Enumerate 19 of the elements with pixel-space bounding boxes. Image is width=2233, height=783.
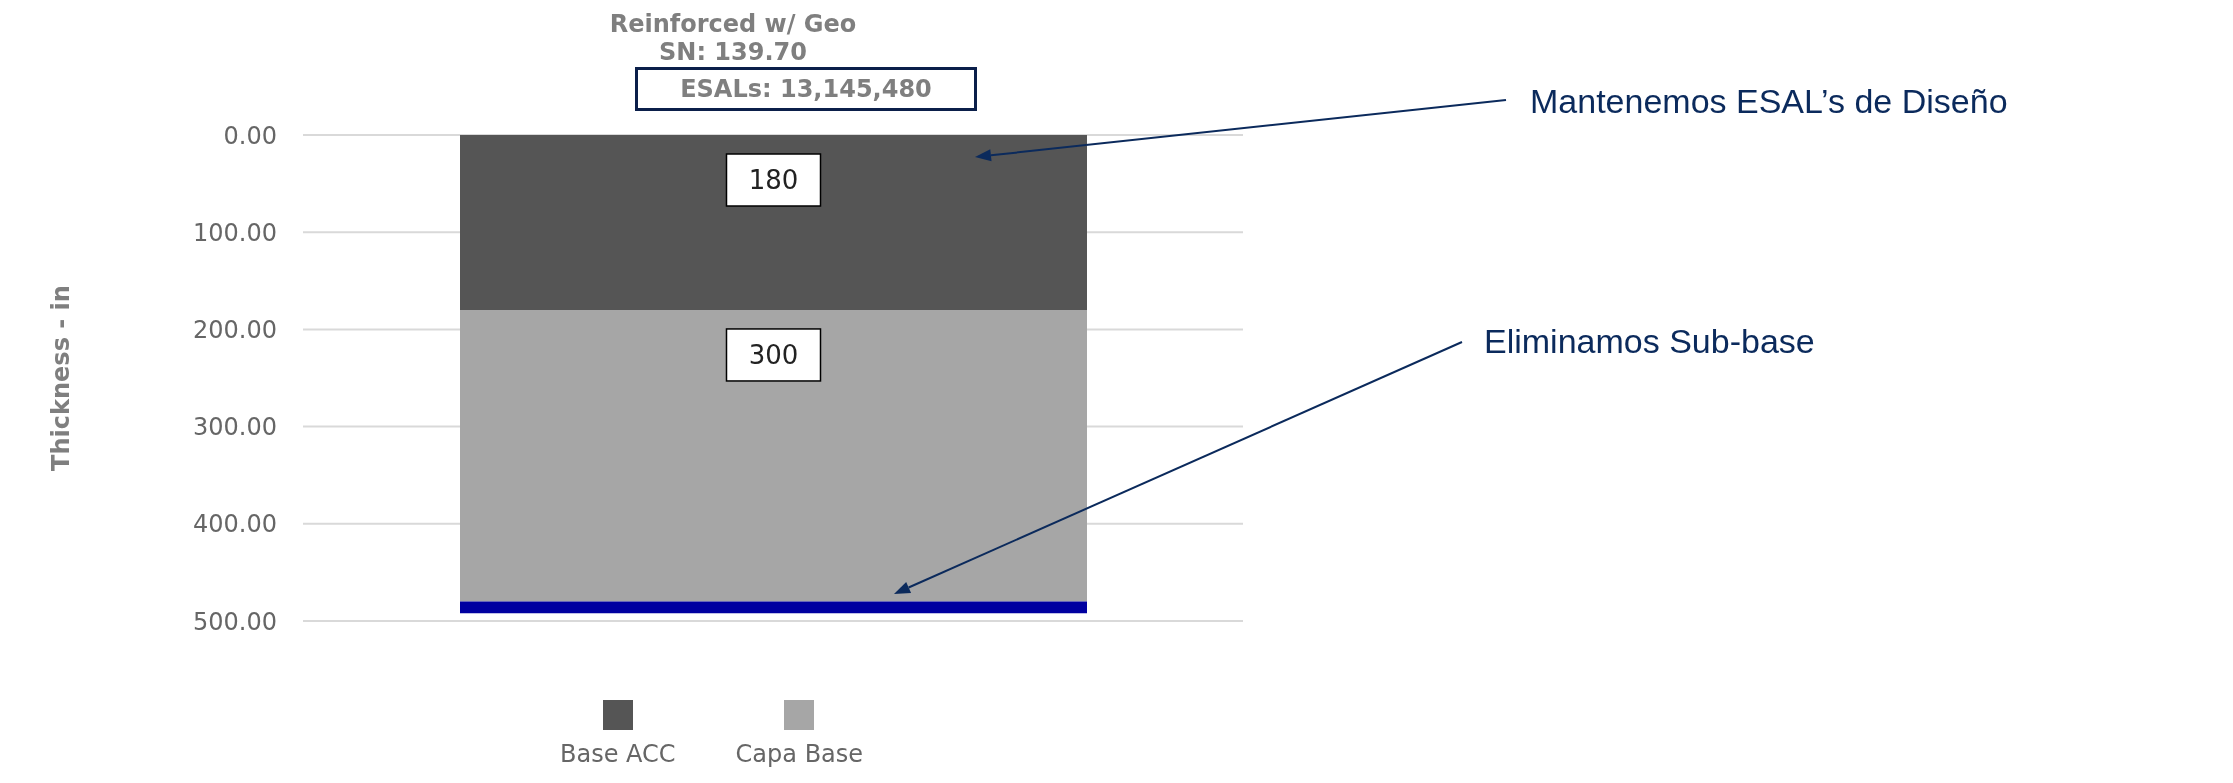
y-tick-label: 0.00 — [223, 121, 277, 150]
bar — [460, 309, 1087, 602]
chart-title: Reinforced w/ Geo — [608, 10, 858, 38]
legend-label: Base ACC — [560, 740, 676, 768]
bar — [460, 601, 1087, 614]
data-label: 300 — [748, 339, 799, 370]
y-tick-label: 400.00 — [193, 510, 277, 539]
y-tick-label: 200.00 — [193, 315, 277, 344]
text: Eliminamos Sub-base — [1484, 322, 1815, 361]
data-label: 180 — [748, 165, 799, 195]
y-axis-title: Thickness - in — [46, 285, 75, 471]
text: Mantenemos ESAL’s de Diseño — [1530, 82, 2008, 121]
bar — [460, 135, 1087, 310]
y-tick-label: 100.00 — [193, 218, 277, 247]
y-tick-label: 300.00 — [193, 413, 277, 442]
y-tick-label: 500.00 — [193, 607, 277, 636]
chart-subtitle: SN: 139.70 — [658, 38, 808, 66]
legend-label: Capa Base — [735, 740, 864, 768]
text: ESALs: 13,145,480 — [635, 67, 977, 111]
